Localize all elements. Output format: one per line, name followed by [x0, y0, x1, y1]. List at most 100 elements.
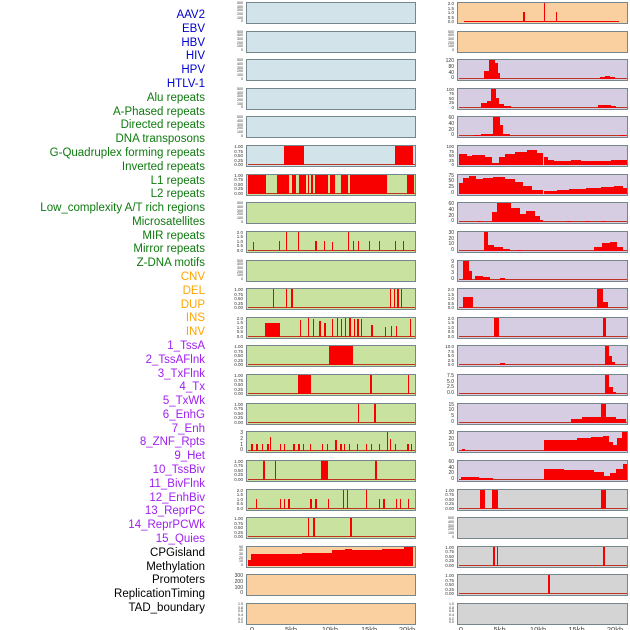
y-tick-label: 2 [240, 435, 243, 442]
signal-segment [261, 444, 264, 452]
y-tick-label: 0.25 [234, 186, 243, 192]
y-tick-label: 0.50 [445, 582, 454, 588]
y-tick-label: 0.25 [445, 501, 454, 507]
signal-segment [494, 317, 499, 337]
signal-segment [622, 463, 627, 480]
signal-segment [267, 444, 269, 452]
signal-segment [606, 416, 617, 423]
y-tick-label: 100 [237, 273, 243, 278]
signal-segment [610, 241, 617, 251]
signal-segment [517, 249, 521, 251]
track-label-dup: DUP [180, 298, 205, 311]
track-panel-4-tx [457, 145, 628, 168]
y-tick-label: 10 [448, 441, 454, 448]
track-label-8-znf-rpts: 8_ZNF_Rpts [139, 436, 205, 449]
y-tick-label: 400 [448, 33, 454, 38]
signal-segment [473, 134, 481, 137]
signal-segment [298, 444, 300, 452]
y-tick-label: 0.6 [449, 609, 454, 614]
signal-segment [526, 150, 537, 166]
signal-segment [540, 219, 544, 223]
signal-segment [390, 325, 393, 337]
y-tick-label: 0.50 [234, 382, 243, 388]
y-tick-label: 0.5 [447, 329, 454, 335]
y-tick-label: 300 [237, 94, 243, 99]
signal-segment [492, 177, 505, 194]
signal-segment [502, 248, 510, 251]
signal-segment [397, 289, 399, 309]
signal-segment [498, 156, 505, 166]
signal-segment [543, 157, 548, 166]
track-label-ins: INS [185, 312, 205, 325]
x-axis-tick-left-5kb: 5kb [285, 624, 298, 630]
signal-segment [487, 100, 492, 108]
signal-segment [604, 375, 609, 395]
signal-segment [594, 246, 602, 251]
y-tick-label: 200 [448, 40, 454, 45]
signal-segment [594, 416, 602, 423]
signal-baseline [248, 536, 415, 538]
x-axis-tick-right-0: 0 [458, 624, 464, 630]
y-tick-label: 120 [445, 58, 454, 65]
track-panel-hbv [246, 59, 416, 82]
y-axis-ticks-directed-repeats: 2.0 1.5 1.0 0.5 0.0 [219, 230, 243, 253]
y-tick-label: 0.25 [234, 472, 243, 478]
signal-segment [525, 211, 536, 223]
y-tick-label: 20 [239, 555, 243, 560]
signal-segment [553, 160, 571, 166]
y-axis-ticks-12-enhbiv: 7.5 5.0 2.5 0.0 [430, 374, 454, 396]
track-label-a-phased-repeats: A-Phased repeats [112, 105, 205, 118]
track-panel-microsatellites [246, 431, 416, 454]
signal-segment [291, 289, 293, 309]
signal-segment [577, 438, 591, 452]
track-panel-3-txflnk [457, 116, 628, 139]
signal-segment [610, 77, 616, 80]
y-tick-label: 500 [448, 516, 454, 521]
y-tick-label: 0.00 [234, 534, 243, 540]
signal-segment [395, 240, 397, 251]
y-axis-ticks-11-bivflnk: 10.0 7.5 5.0 2.5 0.0 [430, 345, 454, 367]
signal-segment [504, 203, 512, 223]
y-tick-label: 0 [240, 447, 243, 454]
y-tick-label: 2.5 [447, 384, 454, 391]
signal-baseline [459, 421, 627, 423]
y-tick-label: 1.0 [447, 296, 454, 302]
signal-segment [557, 189, 569, 194]
y-tick-label: 1.00 [445, 544, 454, 550]
signal-segment [253, 241, 255, 251]
signal-segment [302, 444, 304, 452]
signal-segment [349, 174, 388, 194]
y-tick-label: 15 [448, 401, 454, 408]
signal-segment [312, 318, 315, 337]
signal-segment [543, 468, 564, 480]
signal-segment [475, 276, 483, 280]
signal-segment [620, 134, 625, 137]
signal-segment [478, 155, 486, 166]
y-axis-ticks-del: 300 200 100 0 [219, 574, 243, 596]
signal-segment [291, 174, 296, 194]
y-tick-label: 0 [451, 75, 454, 82]
track-panel-15-quies [457, 459, 628, 482]
y-tick-label: 0.2 [238, 616, 243, 621]
signal-segment [621, 159, 627, 166]
signal-segment [601, 403, 607, 423]
signal-segment [360, 318, 363, 337]
y-tick-label: 75 [448, 148, 454, 154]
signal-segment [358, 403, 360, 423]
signal-segment [547, 575, 550, 595]
signal-segment [499, 125, 504, 137]
y-tick-label: 0.25 [234, 415, 243, 421]
signal-segment [278, 553, 302, 566]
y-tick-label: 20 [448, 126, 454, 133]
signal-segment [342, 489, 345, 509]
signal-segment [358, 240, 360, 251]
y-tick-label: 0.50 [445, 553, 454, 559]
y-tick-label: 0 [240, 590, 243, 597]
signal-segment [600, 76, 606, 80]
y-tick-label: 0.75 [234, 377, 243, 383]
signal-segment [499, 277, 506, 280]
y-tick-label: 60 [448, 115, 454, 122]
signal-segment [461, 477, 466, 480]
track-panel-inverted-repeats [246, 316, 416, 339]
signal-baseline [459, 106, 627, 108]
